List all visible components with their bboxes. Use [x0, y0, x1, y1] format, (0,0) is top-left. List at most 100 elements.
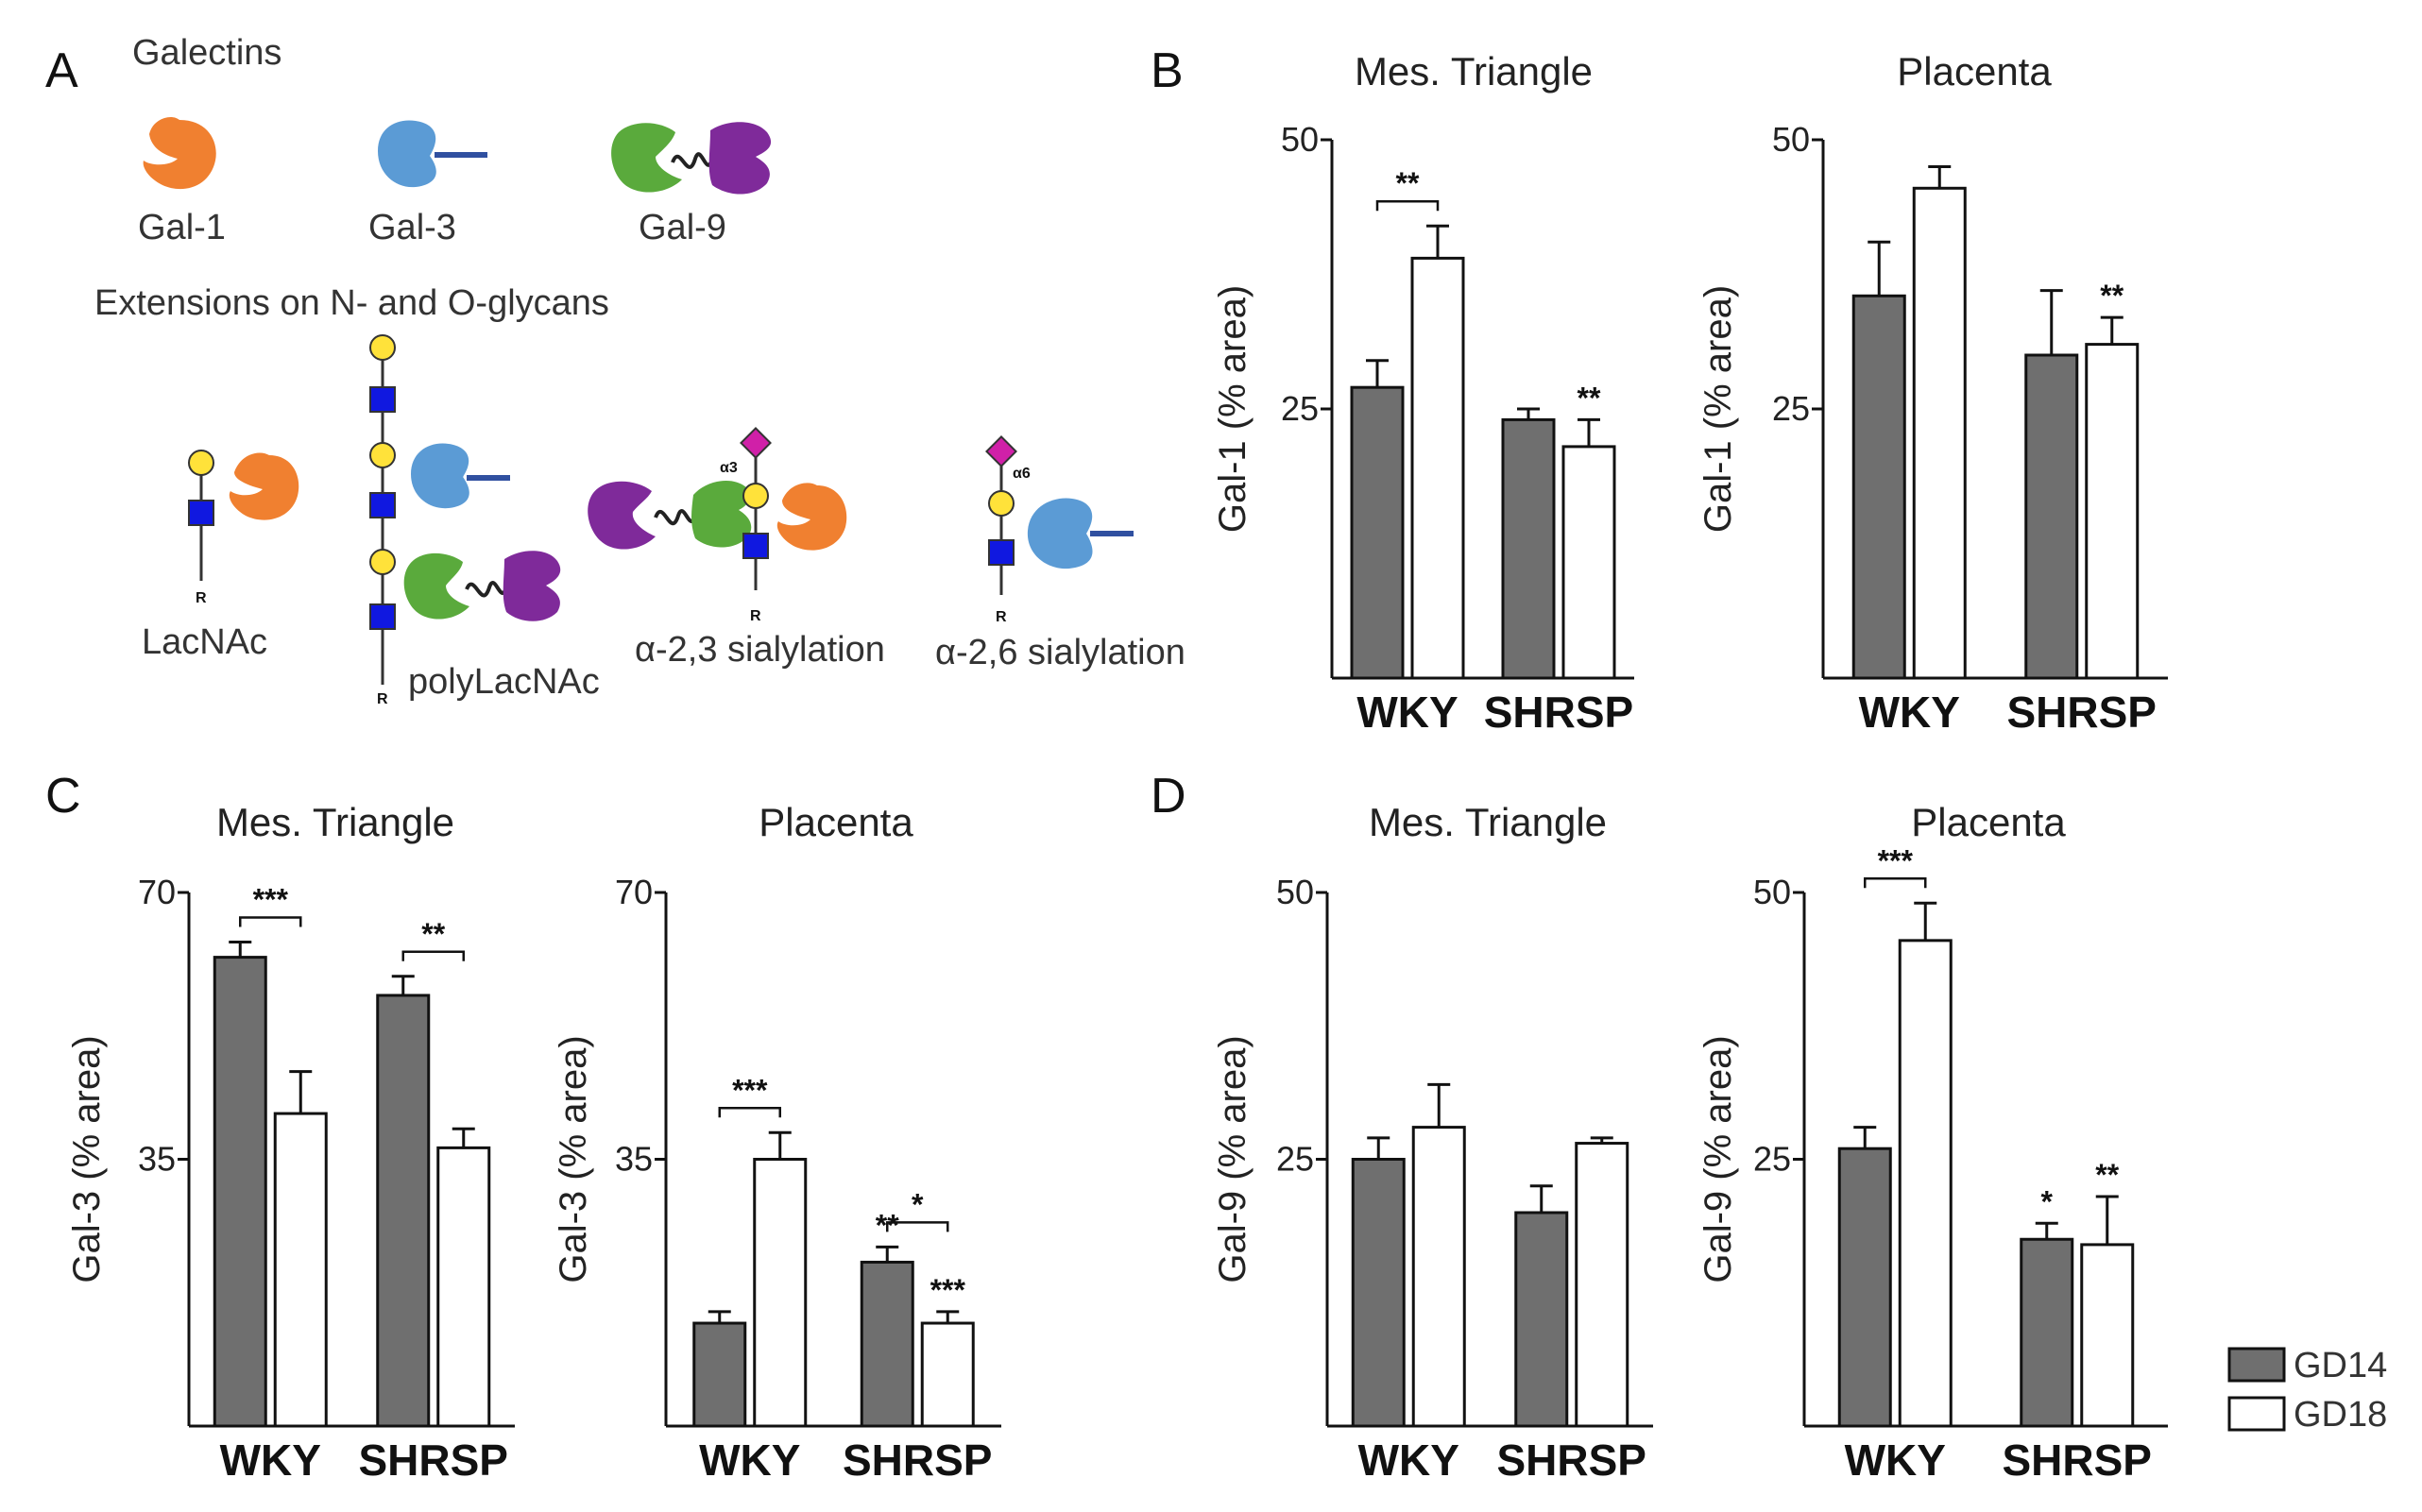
lacnac-r: R: [196, 590, 207, 606]
significance-label: **: [2100, 279, 2124, 313]
a23-label: α-2,3 sialylation: [635, 630, 885, 670]
y-tick-label: 50: [1276, 873, 1314, 911]
a26-label: α-2,6 sialylation: [935, 633, 1185, 672]
bar-gd18: [436, 1146, 491, 1428]
bar-gd18: [2080, 1243, 2135, 1428]
chart-b-placenta: Placenta 25 50 Gal-1 (% area) WKY SHRSP **: [1697, 49, 2168, 737]
bar-gd14: [860, 1260, 914, 1428]
bar-gd14: [1851, 294, 1906, 680]
polylacnac-glcnac-2: [369, 492, 396, 518]
lacnac-glcnac: [188, 500, 214, 526]
a23-glcnac: [742, 533, 769, 559]
y-axis-label: Gal-1 (% area): [1212, 285, 1254, 533]
polylacnac-label: polyLacNAc: [408, 662, 600, 702]
x-category-label: WKY: [1859, 688, 1960, 737]
y-axis-label: Gal-3 (% area): [66, 1035, 108, 1283]
polylacnac-gal-1: [369, 334, 396, 361]
panel-letter-c: C: [45, 769, 81, 824]
significance-label: **: [876, 1208, 899, 1242]
panel-letter-b: B: [1151, 43, 1184, 98]
gal3-tail: [435, 152, 487, 158]
bar-gd14: [692, 1321, 747, 1428]
chart-title: Mes. Triangle: [216, 800, 454, 844]
legend-label-gd18: GD18: [2294, 1395, 2387, 1435]
bar-gd18: [1575, 1142, 1629, 1428]
a23-alpha-label: α3: [720, 460, 738, 476]
y-tick-label: 25: [1276, 1140, 1314, 1179]
y-tick-label: 50: [1753, 873, 1791, 911]
polylacnac-gal3-tail: [467, 475, 510, 481]
a23-galactose: [742, 483, 769, 509]
y-tick-label: 50: [1772, 120, 1810, 159]
bar-gd18: [920, 1321, 975, 1428]
polylacnac-gal3-shape: [411, 443, 469, 509]
a26-glcnac: [988, 539, 1015, 566]
significance-bracket: [886, 1221, 949, 1232]
significance-bracket: [239, 916, 302, 927]
a26-gal3-shape: [1027, 498, 1093, 569]
chart-title: Mes. Triangle: [1369, 800, 1607, 844]
bar-gd14: [1514, 1211, 1569, 1428]
x-category-label: SHRSP: [843, 1436, 992, 1485]
polylacnac-gal9-left: [403, 552, 469, 620]
bar-gd14: [376, 994, 431, 1428]
bar-gd18: [753, 1158, 808, 1428]
a26-galactose: [988, 490, 1015, 517]
significance-label: **: [2095, 1158, 2119, 1192]
y-axis-label: Gal-1 (% area): [1697, 285, 1739, 533]
bar-gd18: [1898, 939, 1953, 1428]
panel-letter-d: D: [1151, 769, 1186, 824]
a26-sialic-acid: [985, 435, 1017, 467]
bar-gd14: [2024, 353, 2079, 680]
significance-bracket: [401, 950, 465, 961]
polylacnac-glcnac-3: [369, 603, 396, 630]
y-tick-label: 70: [615, 873, 653, 911]
x-category-label: WKY: [1358, 1436, 1459, 1485]
polylacnac-gal-2: [369, 442, 396, 468]
a26-gal3-tail: [1090, 531, 1134, 536]
x-category-label: SHRSP: [359, 1436, 508, 1485]
y-axis-label: Gal-3 (% area): [553, 1035, 594, 1283]
chart-title: Placenta: [1911, 800, 2066, 844]
y-tick-label: 25: [1281, 389, 1319, 428]
polylacnac-gal9-right: [503, 551, 561, 621]
chart-title: Placenta: [759, 800, 913, 844]
y-tick-label: 35: [138, 1140, 176, 1179]
chart-title: Placenta: [1897, 49, 2052, 93]
x-category-label: SHRSP: [2007, 688, 2157, 737]
gal1-label: Gal-1: [138, 208, 226, 247]
y-axis-label: Gal-9 (% area): [1212, 1035, 1254, 1283]
x-category-label: SHRSP: [1497, 1436, 1646, 1485]
bar-gd14: [1501, 417, 1556, 680]
y-tick-label: 25: [1753, 1140, 1791, 1179]
lacnac-galactose: [188, 450, 214, 476]
x-category-label: SHRSP: [1484, 688, 1633, 737]
gal3-shape: [378, 120, 436, 188]
bar-gd14: [1351, 1158, 1406, 1428]
y-tick-label: 70: [138, 873, 176, 911]
significance-label: **: [1578, 381, 1601, 415]
x-category-label: WKY: [1356, 688, 1458, 737]
significance-label: ***: [1878, 843, 1914, 877]
y-axis-label: Gal-9 (% area): [1697, 1035, 1739, 1283]
a23-gal9-right: [691, 481, 752, 548]
significance-label: ***: [732, 1073, 768, 1107]
bar-gd18: [1561, 445, 1616, 680]
legend-swatch-gd14: [2227, 1347, 2286, 1383]
gal9-right-domain: [708, 122, 772, 195]
chart-title: Mes. Triangle: [1355, 49, 1593, 93]
y-tick-label: 35: [615, 1140, 653, 1179]
chart-c-mes-triangle: Mes. Triangle 35 70 Gal-3 (% area) WKY SHRSP *…: [66, 800, 515, 1485]
polylacnac-gal9-linker: [465, 581, 508, 598]
significance-bracket: [1375, 199, 1440, 212]
significance-label: *: [2041, 1184, 2054, 1218]
gal9-left-domain: [611, 123, 682, 193]
galectins-title: Galectins: [132, 33, 281, 73]
lacnac-gal1-shape: [229, 452, 299, 520]
a23-gal9-linker: [654, 509, 697, 526]
a26-r: R: [996, 609, 1007, 625]
